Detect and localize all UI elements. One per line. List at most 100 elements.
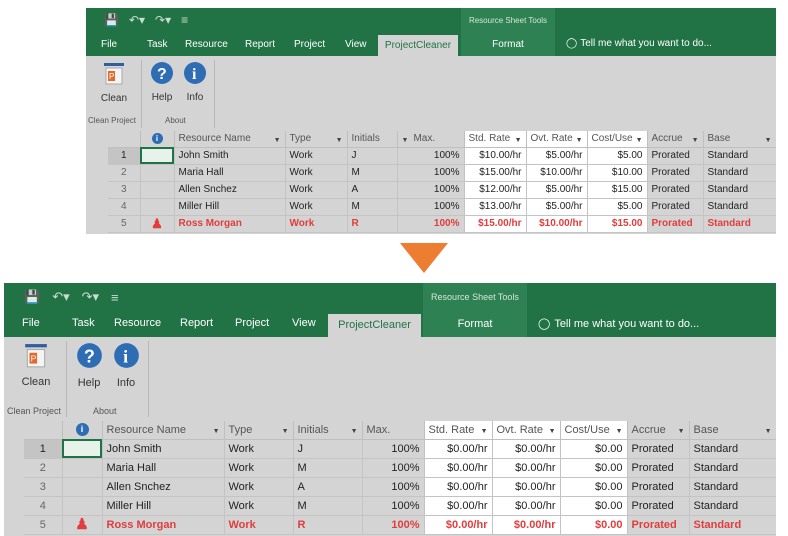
info-button[interactable]: i Info xyxy=(182,61,208,103)
cell-accrue[interactable]: Prorated xyxy=(627,496,690,516)
cell-cost-use[interactable]: $0.00 xyxy=(560,477,628,497)
table-row[interactable]: 4 Miller Hill Work M 100% $13.00/hr $5.00/hr $5… xyxy=(108,198,776,216)
cell-max-units[interactable]: 100% xyxy=(397,181,465,199)
cell-accrue[interactable]: Prorated xyxy=(627,477,690,497)
column-header-type[interactable]: Type ▼ xyxy=(224,421,294,440)
cell-accrue[interactable]: Prorated xyxy=(647,164,704,182)
cell-resource-name[interactable]: Miller Hill xyxy=(102,496,225,516)
table-row[interactable]: 2 Maria Hall Work M 100% $0.00/hr $0.00/hr $0.0… xyxy=(24,458,776,478)
tab-project[interactable]: Project xyxy=(235,317,270,329)
cell-max-units[interactable]: 100% xyxy=(397,215,465,233)
clean-button[interactable]: P Clean xyxy=(19,343,53,388)
cell-initials[interactable]: M xyxy=(293,496,363,516)
table-row[interactable]: 3 Allen Snchez Work A 100% $0.00/hr $0.00/hr $0… xyxy=(24,477,776,497)
row-number[interactable]: 5 xyxy=(24,515,63,535)
table-row[interactable]: 5 ♟ Ross Morgan Work R 100% $0.00/hr $0.00/hr $0… xyxy=(24,515,776,535)
undo-icon[interactable]: ↶▾ xyxy=(128,13,146,27)
cell-max-units[interactable]: 100% xyxy=(362,477,425,497)
select-all-corner[interactable] xyxy=(24,421,63,440)
column-header-type[interactable]: Type ▼ xyxy=(285,131,348,148)
cell-std-rate[interactable]: $0.00/hr xyxy=(424,439,493,459)
column-header-resource-name[interactable]: Resource Name ▼ xyxy=(174,131,286,148)
table-row[interactable]: 3 Allen Snchez Work A 100% $12.00/hr $5.00/hr $… xyxy=(108,181,776,199)
cell-std-rate[interactable]: $13.00/hr xyxy=(464,198,527,216)
cell-cost-use[interactable]: $0.00 xyxy=(560,458,628,478)
cell-resource-name[interactable]: John Smith xyxy=(102,439,225,459)
tab-view[interactable]: View xyxy=(292,317,316,329)
cell-max-units[interactable]: 100% xyxy=(397,198,465,216)
cell-std-rate[interactable]: $0.00/hr xyxy=(424,496,493,516)
cell-cost-use[interactable]: $5.00 xyxy=(587,147,648,165)
cell-initials[interactable]: M xyxy=(293,458,363,478)
cell-ovt-rate[interactable]: $10.00/hr xyxy=(526,164,588,182)
customize-qat-icon[interactable]: ≡ xyxy=(111,289,119,305)
tab-report[interactable]: Report xyxy=(245,39,276,50)
info-button[interactable]: i Info xyxy=(111,342,141,389)
cell-type[interactable]: Work xyxy=(224,439,294,459)
tab-view[interactable]: View xyxy=(345,39,367,50)
cell-type[interactable]: Work xyxy=(285,147,348,165)
cell-std-rate[interactable]: $15.00/hr xyxy=(464,164,527,182)
cell-ovt-rate[interactable]: $0.00/hr xyxy=(492,439,561,459)
cell-type[interactable]: Work xyxy=(285,215,348,233)
cell-initials[interactable]: J xyxy=(347,147,398,165)
row-number[interactable]: 4 xyxy=(108,198,141,216)
tell-me-box[interactable]: ◯ Tell me what you want to do... xyxy=(538,317,699,331)
tab-report[interactable]: Report xyxy=(180,317,214,329)
row-number[interactable]: 1 xyxy=(108,147,141,165)
cell-max-units[interactable]: 100% xyxy=(362,496,425,516)
cell-ovt-rate[interactable]: $0.00/hr xyxy=(492,515,561,535)
column-header-base[interactable]: Base ▼ xyxy=(703,131,776,148)
cell-cost-use[interactable]: $15.00 xyxy=(587,181,648,199)
cell-base[interactable]: Standard xyxy=(689,496,776,516)
cell-type[interactable]: Work xyxy=(224,496,294,516)
cell-resource-name[interactable]: Maria Hall xyxy=(174,164,286,182)
row-number[interactable]: 1 xyxy=(24,439,63,459)
cell-resource-name[interactable]: Ross Morgan xyxy=(102,515,225,535)
row-number[interactable]: 3 xyxy=(24,477,63,497)
cell-ovt-rate[interactable]: $0.00/hr xyxy=(492,458,561,478)
column-header-max[interactable]: Max. xyxy=(362,421,425,440)
column-header-accrue[interactable]: Accrue ▼ xyxy=(647,131,704,148)
cell-type[interactable]: Work xyxy=(224,515,294,535)
cell-max-units[interactable]: 100% xyxy=(397,147,465,165)
help-button[interactable]: ? Help xyxy=(73,342,105,389)
column-header-cost-use[interactable]: Cost/Use ▼ xyxy=(587,131,648,148)
cell-ovt-rate[interactable]: $5.00/hr xyxy=(526,198,588,216)
cell-resource-name[interactable]: Maria Hall xyxy=(102,458,225,478)
tab-task[interactable]: Task xyxy=(72,317,95,329)
cell-cost-use[interactable]: $0.00 xyxy=(560,439,628,459)
column-header-initials[interactable]: Initials xyxy=(347,131,398,148)
cell-std-rate[interactable]: $0.00/hr xyxy=(424,458,493,478)
redo-icon[interactable]: ↷▾ xyxy=(155,13,172,27)
cell-initials[interactable]: M xyxy=(347,164,398,182)
cell-ovt-rate[interactable]: $5.00/hr xyxy=(526,181,588,199)
cell-resource-name[interactable]: Miller Hill xyxy=(174,198,286,216)
redo-icon[interactable]: ↷▾ xyxy=(81,289,100,304)
column-header-accrue[interactable]: Accrue ▼ xyxy=(627,421,690,440)
cell-type[interactable]: Work xyxy=(224,458,294,478)
cell-base[interactable]: Standard xyxy=(703,147,776,165)
cell-std-rate[interactable]: $15.00/hr xyxy=(464,215,527,233)
cell-accrue[interactable]: Prorated xyxy=(627,515,690,535)
cell-initials[interactable]: A xyxy=(347,181,398,199)
cell-accrue[interactable]: Prorated xyxy=(627,439,690,459)
column-header-ovt-rate[interactable]: Ovt. Rate ▼ xyxy=(526,131,588,148)
tab-file[interactable]: File xyxy=(101,39,118,50)
table-row[interactable]: 1 John Smith Work J 100% $0.00/hr $0.00/hr $0.0… xyxy=(24,439,776,459)
cell-resource-name[interactable]: Ross Morgan xyxy=(174,215,286,233)
cell-type[interactable]: Work xyxy=(285,181,348,199)
cell-initials[interactable]: M xyxy=(347,198,398,216)
table-row[interactable]: 1 John Smith Work J 100% $10.00/hr $5.00/hr $5.… xyxy=(108,147,776,165)
table-row[interactable]: 5 ♟ Ross Morgan Work R 100% $15.00/hr $10.00/hr… xyxy=(108,215,776,233)
cell-cost-use[interactable]: $10.00 xyxy=(587,164,648,182)
save-icon[interactable]: 💾 xyxy=(24,289,41,304)
column-header-ovt-rate[interactable]: Ovt. Rate ▼ xyxy=(492,421,561,440)
customize-qat-icon[interactable]: ≡ xyxy=(181,13,189,27)
cell-std-rate[interactable]: $12.00/hr xyxy=(464,181,527,199)
cell-initials[interactable]: J xyxy=(293,439,363,459)
cell-std-rate[interactable]: $10.00/hr xyxy=(464,147,527,165)
row-number[interactable]: 2 xyxy=(108,164,141,182)
cell-max-units[interactable]: 100% xyxy=(397,164,465,182)
tell-me-box[interactable]: ◯ Tell me what you want to do... xyxy=(566,38,712,49)
